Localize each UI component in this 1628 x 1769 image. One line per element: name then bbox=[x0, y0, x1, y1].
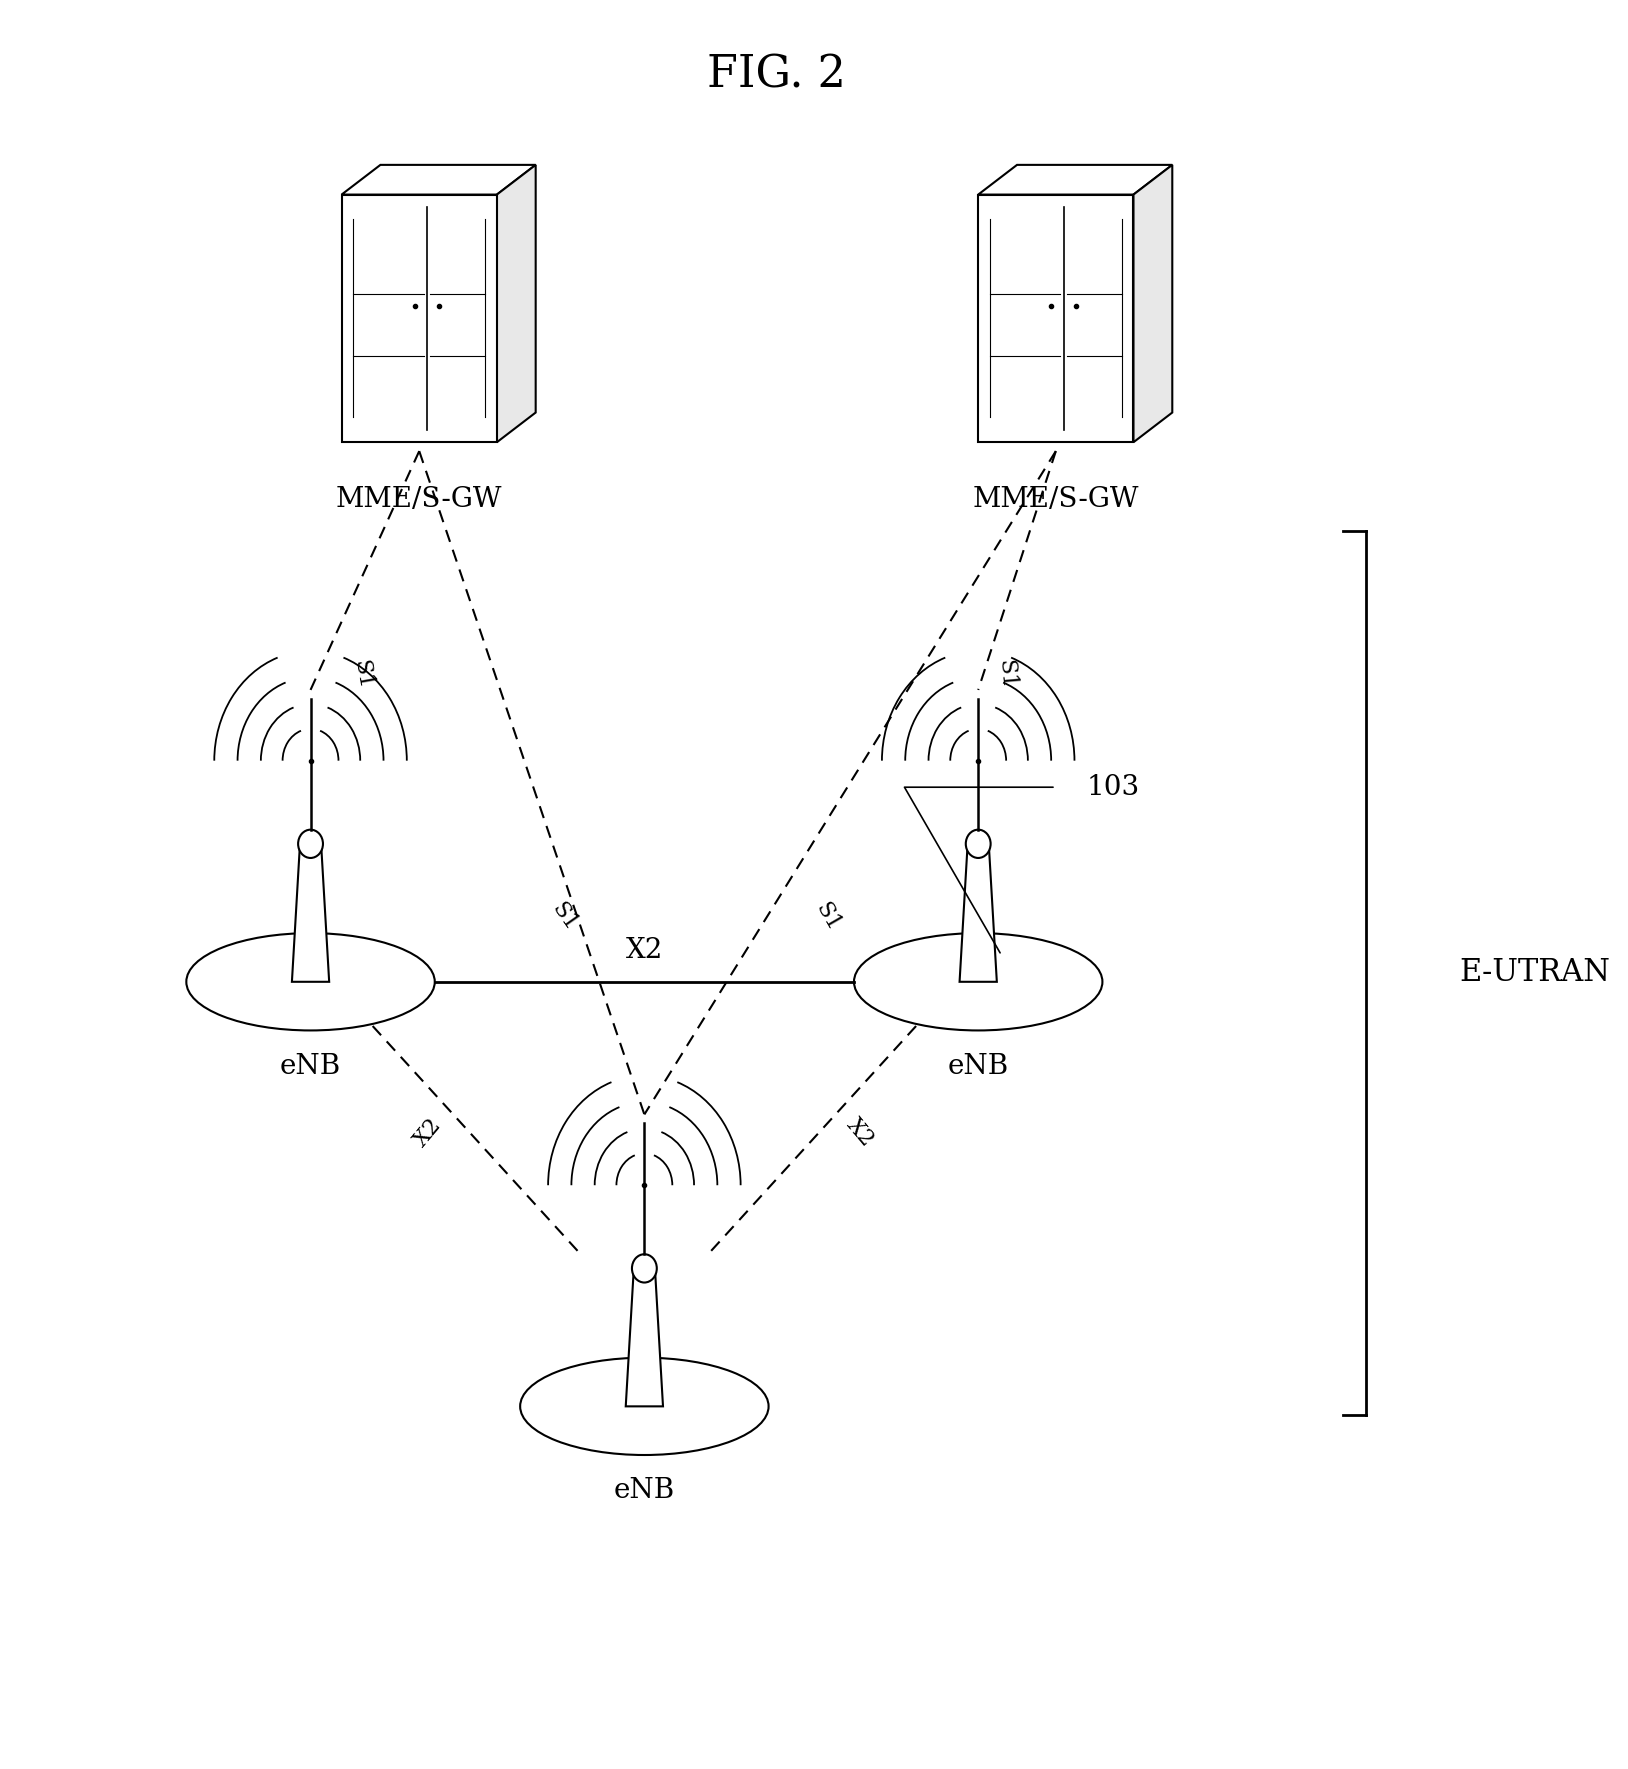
Text: X2: X2 bbox=[625, 938, 663, 964]
Ellipse shape bbox=[186, 934, 435, 1030]
Text: X2: X2 bbox=[410, 1114, 446, 1150]
Circle shape bbox=[298, 830, 322, 858]
Circle shape bbox=[965, 830, 990, 858]
Polygon shape bbox=[342, 195, 497, 442]
Text: E-UTRAN: E-UTRAN bbox=[1460, 957, 1610, 989]
Ellipse shape bbox=[855, 934, 1102, 1030]
Ellipse shape bbox=[521, 1359, 768, 1454]
Text: S1: S1 bbox=[350, 658, 376, 690]
Text: eNB: eNB bbox=[280, 1053, 342, 1079]
Polygon shape bbox=[959, 849, 996, 982]
Polygon shape bbox=[625, 1274, 663, 1406]
Polygon shape bbox=[978, 165, 1172, 195]
Polygon shape bbox=[291, 849, 329, 982]
Text: FIG. 2: FIG. 2 bbox=[707, 53, 847, 96]
Polygon shape bbox=[1133, 165, 1172, 442]
Text: S1: S1 bbox=[811, 899, 845, 934]
Polygon shape bbox=[342, 165, 536, 195]
Polygon shape bbox=[497, 165, 536, 442]
Polygon shape bbox=[978, 195, 1133, 442]
Text: X2: X2 bbox=[842, 1114, 879, 1150]
Text: eNB: eNB bbox=[947, 1053, 1009, 1079]
Circle shape bbox=[632, 1254, 656, 1283]
Text: 103: 103 bbox=[1088, 773, 1140, 801]
Text: eNB: eNB bbox=[614, 1477, 676, 1504]
Text: MME/S-GW: MME/S-GW bbox=[335, 486, 503, 513]
Text: S1: S1 bbox=[993, 658, 1018, 690]
Text: MME/S-GW: MME/S-GW bbox=[972, 486, 1140, 513]
Text: S1: S1 bbox=[547, 899, 583, 934]
